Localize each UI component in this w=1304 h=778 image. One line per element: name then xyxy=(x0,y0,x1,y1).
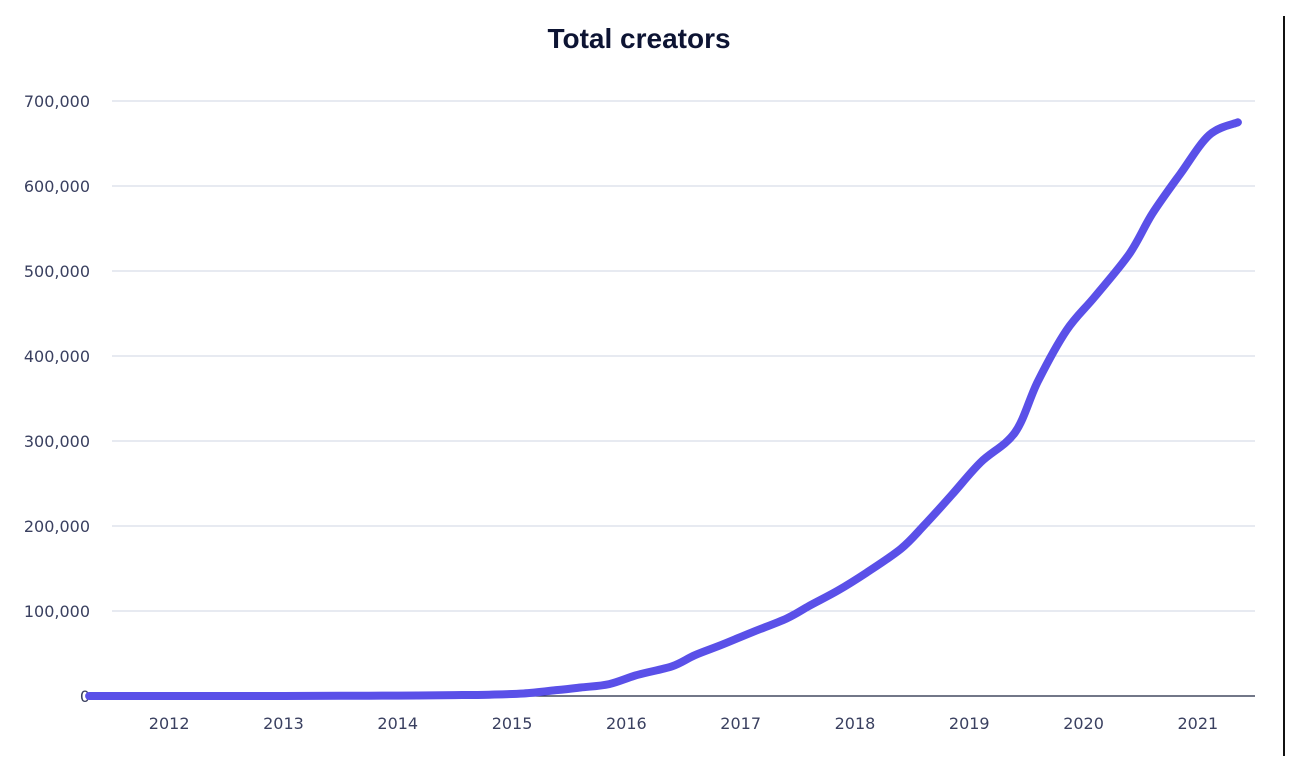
x-tick-label: 2012 xyxy=(149,714,190,733)
y-tick-label: 300,000 xyxy=(24,432,90,451)
y-tick-label: 700,000 xyxy=(24,92,90,111)
x-tick-label: 2016 xyxy=(606,714,647,733)
x-axis-ticks: 2012 2013 2014 2015 2016 2017 2018 2019 2020 2021 xyxy=(149,714,1218,733)
y-tick-label: 200,000 xyxy=(24,517,90,536)
x-tick-label: 2018 xyxy=(835,714,876,733)
y-tick-label: 600,000 xyxy=(24,177,90,196)
series-line xyxy=(85,118,1242,701)
x-tick-label: 2013 xyxy=(263,714,304,733)
x-tick-label: 2020 xyxy=(1063,714,1104,733)
y-tick-label: 400,000 xyxy=(24,347,90,366)
x-tick-label: 2019 xyxy=(949,714,990,733)
x-tick-label: 2017 xyxy=(720,714,761,733)
x-tick-label: 2014 xyxy=(377,714,418,733)
y-tick-label: 100,000 xyxy=(24,602,90,621)
chart-title: Total creators xyxy=(547,23,730,54)
x-tick-label: 2015 xyxy=(492,714,533,733)
gridlines xyxy=(112,100,1255,612)
y-axis-ticks: 0 100,000 200,000 300,000 400,000 500,000 600,… xyxy=(24,92,90,706)
y-tick-label: 0 xyxy=(80,687,90,706)
series-layer xyxy=(85,118,1242,701)
y-tick-label: 500,000 xyxy=(24,262,90,281)
x-tick-label: 2021 xyxy=(1177,714,1218,733)
